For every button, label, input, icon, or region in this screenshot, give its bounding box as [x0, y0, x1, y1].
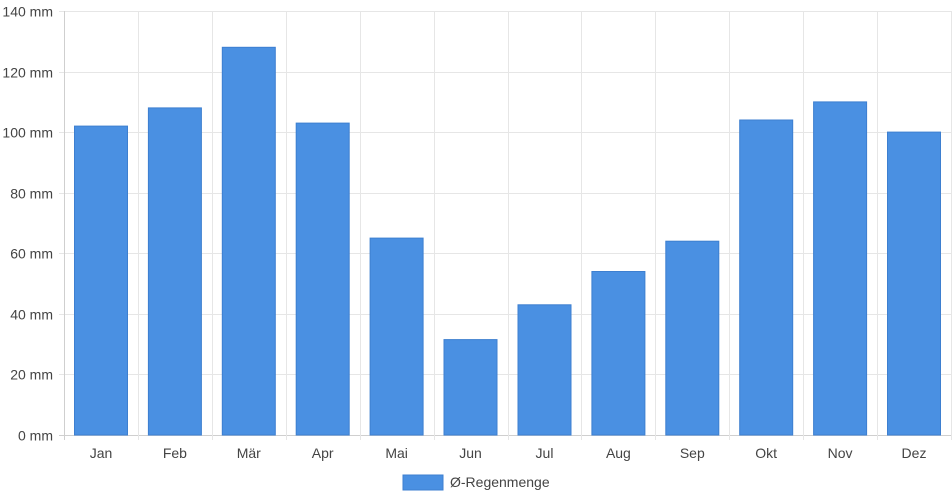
bar-jul[interactable] [517, 304, 572, 436]
x-tick-label: Sep [680, 445, 705, 461]
x-tick-label: Okt [755, 445, 777, 461]
x-tick-labels: Jan Feb Mär Apr Mai Jun Jul Aug Sep Okt Nov Dez [90, 445, 927, 461]
x-tick-label: Jun [459, 445, 482, 461]
bar-dez[interactable] [887, 131, 941, 436]
x-tick-label: Mai [385, 445, 408, 461]
y-tick-label: 60 mm [10, 246, 53, 262]
bar-feb[interactable] [147, 107, 202, 436]
y-tick-label: 0 mm [18, 428, 53, 444]
bar-series [74, 46, 941, 436]
bar-aug[interactable] [591, 271, 646, 436]
x-tick-label: Jan [90, 445, 113, 461]
legend-swatch[interactable] [402, 474, 444, 491]
y-tick-label: 40 mm [10, 307, 53, 323]
bar-mär[interactable] [221, 46, 276, 436]
grid-lines [59, 11, 952, 440]
bar-apr[interactable] [295, 122, 350, 436]
x-tick-label: Feb [163, 445, 187, 461]
bar-jun[interactable] [443, 339, 498, 436]
y-tick-label: 120 mm [2, 65, 53, 81]
y-tick-label: 80 mm [10, 186, 53, 202]
bar-okt[interactable] [739, 119, 794, 436]
x-tick-label: Mär [237, 445, 261, 461]
bar-mai[interactable] [369, 237, 424, 436]
y-tick-labels: 0 mm 20 mm 40 mm 60 mm 80 mm 100 mm 120 mm 140 … [2, 4, 53, 444]
x-tick-label: Dez [902, 445, 927, 461]
y-tick-label: 140 mm [2, 4, 53, 20]
bar-nov[interactable] [813, 101, 868, 436]
x-tick-label: Apr [312, 445, 334, 461]
y-tick-label: 20 mm [10, 367, 53, 383]
bar-sep[interactable] [665, 240, 720, 436]
bar-jan[interactable] [74, 125, 128, 436]
x-tick-label: Jul [536, 445, 554, 461]
y-tick-label: 100 mm [2, 125, 53, 141]
x-tick-label: Nov [828, 445, 853, 461]
x-tick-label: Aug [606, 445, 631, 461]
legend[interactable]: Ø-Regenmenge [402, 474, 550, 491]
legend-label[interactable]: Ø-Regenmenge [450, 474, 550, 490]
